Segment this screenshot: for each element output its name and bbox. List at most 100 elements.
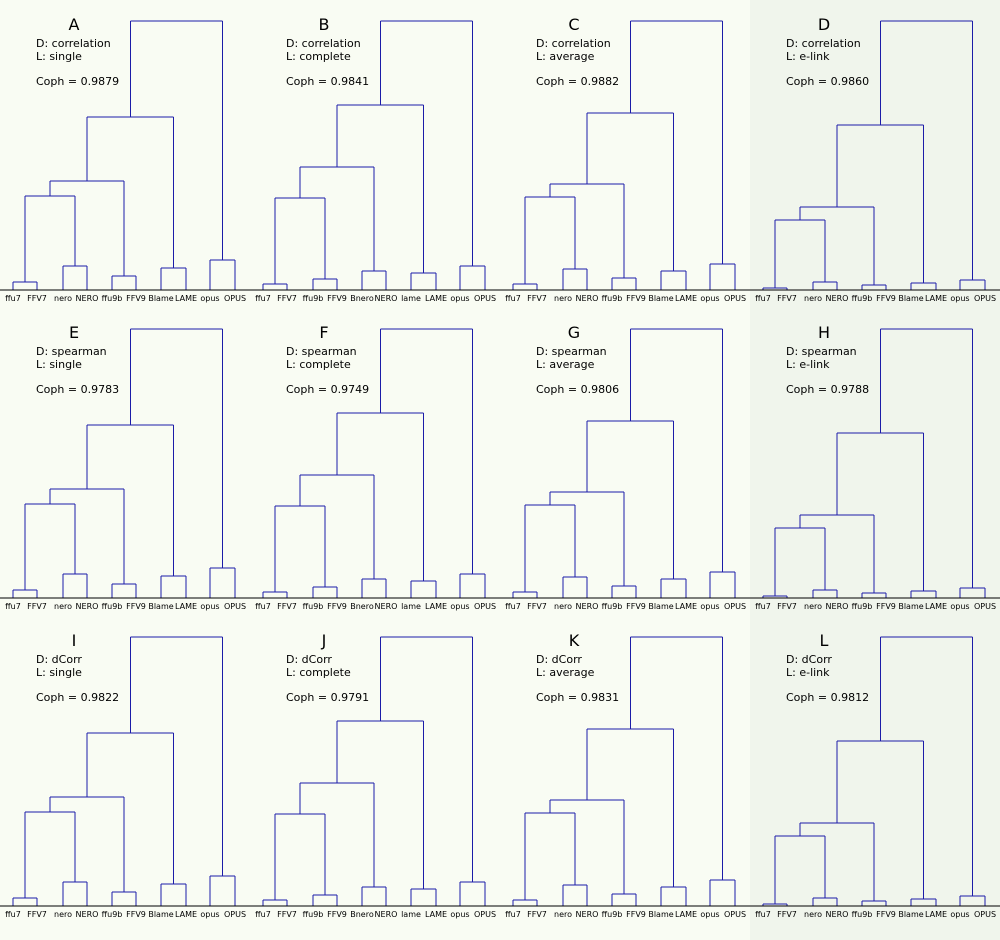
leaf-label: ffu9b: [302, 294, 324, 303]
leaf-label: NERO: [825, 602, 849, 611]
leaf-label: FFV9: [327, 910, 347, 919]
leaf-label: NERO: [825, 294, 849, 303]
panel-letter: K: [568, 631, 580, 650]
leaf-label: nero: [554, 910, 572, 919]
panel-letter: F: [319, 323, 329, 342]
leaf-label: FFV7: [27, 294, 47, 303]
leaf-label: NERO: [374, 294, 398, 303]
coph-label: Coph = 0.9822: [36, 691, 120, 704]
distance-label: D: dCorr: [36, 653, 82, 666]
leaf-label: FFV7: [777, 602, 797, 611]
leaf-label: Blame: [148, 910, 174, 919]
panel-letter: G: [567, 323, 581, 342]
dendrogram-plot: [250, 20, 500, 291]
leaf-label: FFV9: [327, 602, 347, 611]
leaf-label: lame: [401, 602, 421, 611]
leaf-label: FFV9: [626, 910, 646, 919]
distance-label: D: correlation: [36, 37, 111, 50]
coph-label: Coph = 0.9860: [786, 75, 870, 88]
leaf-label: ffu9b: [302, 910, 324, 919]
dendrogram-plot: [0, 328, 250, 599]
dendrogram-plot: [0, 20, 250, 291]
leaf-label: opus: [700, 602, 720, 611]
leaf-label: ffu9b: [601, 910, 623, 919]
leaf-label: FFV7: [27, 602, 47, 611]
leaf-label: nero: [804, 602, 822, 611]
leaf-label: ffu7: [5, 602, 21, 611]
dendrogram-plot: [750, 636, 1000, 907]
dendrogram-panel-e: E D: spearman L: single Coph = 0.9783 ffu7 FF…: [0, 308, 250, 616]
leaf-label: ffu9b: [101, 602, 123, 611]
leaf-label: LAME: [424, 294, 448, 303]
leaf-label: ffu7: [755, 602, 771, 611]
leaf-label: OPUS: [223, 294, 247, 303]
coph-label: Coph = 0.9812: [786, 691, 870, 704]
distance-label: D: correlation: [786, 37, 861, 50]
leaf-label: FFV9: [876, 602, 896, 611]
linkage-label: L: average: [536, 358, 595, 371]
leaf-label: Bnero: [350, 294, 374, 303]
leaf-label: lame: [401, 910, 421, 919]
distance-label: D: dCorr: [286, 653, 332, 666]
leaf-label: LAME: [174, 602, 198, 611]
leaf-label: ffu7: [5, 910, 21, 919]
leaf-label: OPUS: [973, 910, 997, 919]
leaf-label: ffu7: [5, 294, 21, 303]
leaf-label: FFV7: [277, 910, 297, 919]
panel-letter: D: [817, 15, 831, 34]
distance-label: D: dCorr: [536, 653, 582, 666]
leaf-label: Blame: [648, 602, 674, 611]
leaf-label: FFV7: [777, 294, 797, 303]
leaf-label: FFV7: [527, 602, 547, 611]
linkage-label: L: e-link: [786, 666, 830, 679]
leaf-label: FFV7: [277, 294, 297, 303]
linkage-label: L: e-link: [786, 50, 830, 63]
leaf-label: FFV9: [126, 910, 146, 919]
coph-label: Coph = 0.9749: [286, 383, 370, 396]
leaf-label: opus: [200, 294, 220, 303]
linkage-label: L: single: [36, 666, 82, 679]
leaf-label: ffu9b: [101, 910, 123, 919]
leaf-label: NERO: [75, 294, 99, 303]
leaf-label: NERO: [75, 910, 99, 919]
coph-label: Coph = 0.9783: [36, 383, 120, 396]
leaf-label: OPUS: [973, 602, 997, 611]
leaf-label: opus: [950, 602, 970, 611]
leaf-label: ffu9b: [601, 294, 623, 303]
distance-label: D: dCorr: [786, 653, 832, 666]
leaf-label: LAME: [174, 294, 198, 303]
leaf-label: OPUS: [723, 602, 747, 611]
panel-letter: A: [68, 15, 80, 34]
leaf-label: NERO: [75, 602, 99, 611]
leaf-label: ffu7: [505, 294, 521, 303]
leaf-label: FFV7: [527, 294, 547, 303]
leaf-label: FFV7: [27, 910, 47, 919]
dendrogram-panel-i: I D: dCorr L: single Coph = 0.9822 ffu7 FFV7 n…: [0, 616, 250, 924]
leaf-label: opus: [950, 910, 970, 919]
leaf-label: ffu9b: [851, 910, 873, 919]
linkage-label: L: complete: [286, 50, 351, 63]
leaf-label: FFV9: [876, 294, 896, 303]
leaf-label: ffu7: [505, 602, 521, 611]
leaf-label: nero: [54, 602, 72, 611]
panel-letter: C: [568, 15, 580, 34]
dendrogram-plot: [750, 328, 1000, 599]
leaf-label: FFV9: [126, 602, 146, 611]
leaf-label: OPUS: [473, 602, 497, 611]
leaf-label: opus: [450, 602, 470, 611]
leaf-label: LAME: [674, 602, 698, 611]
dendrogram-plot: [250, 636, 500, 907]
leaf-label: nero: [804, 294, 822, 303]
leaf-label: ffu7: [755, 294, 771, 303]
leaf-label: LAME: [674, 294, 698, 303]
leaf-label: OPUS: [723, 910, 747, 919]
distance-label: D: spearman: [536, 345, 607, 358]
leaf-label: Bnero: [350, 602, 374, 611]
leaf-label: opus: [450, 910, 470, 919]
leaf-label: ffu7: [255, 294, 271, 303]
dendrogram-plot: [500, 20, 750, 291]
dendrogram-panel-f: F D: spearman L: complete Coph = 0.9749 ffu7…: [250, 308, 500, 616]
panel-letter: L: [819, 631, 829, 650]
leaf-label: OPUS: [223, 910, 247, 919]
